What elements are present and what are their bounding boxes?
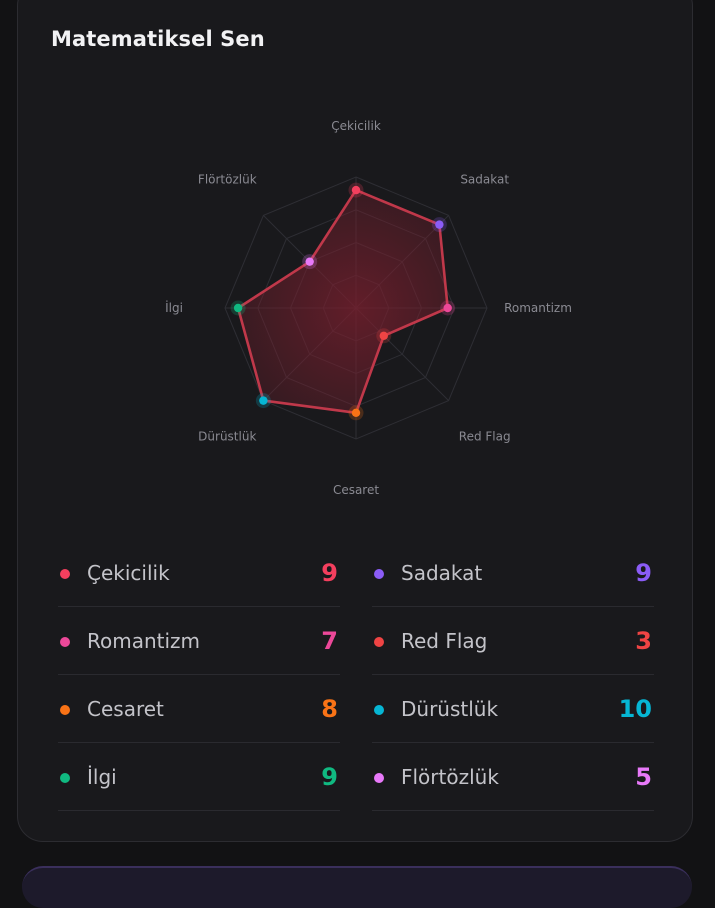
radar-point <box>379 331 388 340</box>
radar-data-area <box>236 188 450 415</box>
radar-axis-label: Cesaret <box>333 483 379 497</box>
radar-point <box>443 303 452 313</box>
radar-axis-label: Romantizm <box>504 301 572 315</box>
radar-axis-label: Red Flag <box>459 430 511 444</box>
radar-axis-label: Sadakat <box>460 172 509 186</box>
radar-point <box>259 396 268 405</box>
radar-point <box>233 303 243 313</box>
stats-card: Matematiksel Sen <box>17 0 693 842</box>
radar-point <box>351 185 361 195</box>
radar-axis-label: Çekicilik <box>331 119 381 133</box>
next-card <box>22 866 692 908</box>
radar-point <box>305 257 314 266</box>
radar-point <box>435 220 444 229</box>
card-title: Matematiksel Sen <box>51 27 265 51</box>
radar-axis-label: Dürüstlük <box>198 430 256 444</box>
radar-point <box>351 408 361 417</box>
radar-axis-label: İlgi <box>165 300 183 315</box>
radar-svg: Çekicilik Sadakat Romantizm Red Flag Cesaret… <box>165 119 572 497</box>
radar-axis-label: Flörtözlük <box>198 172 257 186</box>
radar-chart: Çekicilik Sadakat Romantizm Red Flag Cesaret… <box>165 119 572 497</box>
